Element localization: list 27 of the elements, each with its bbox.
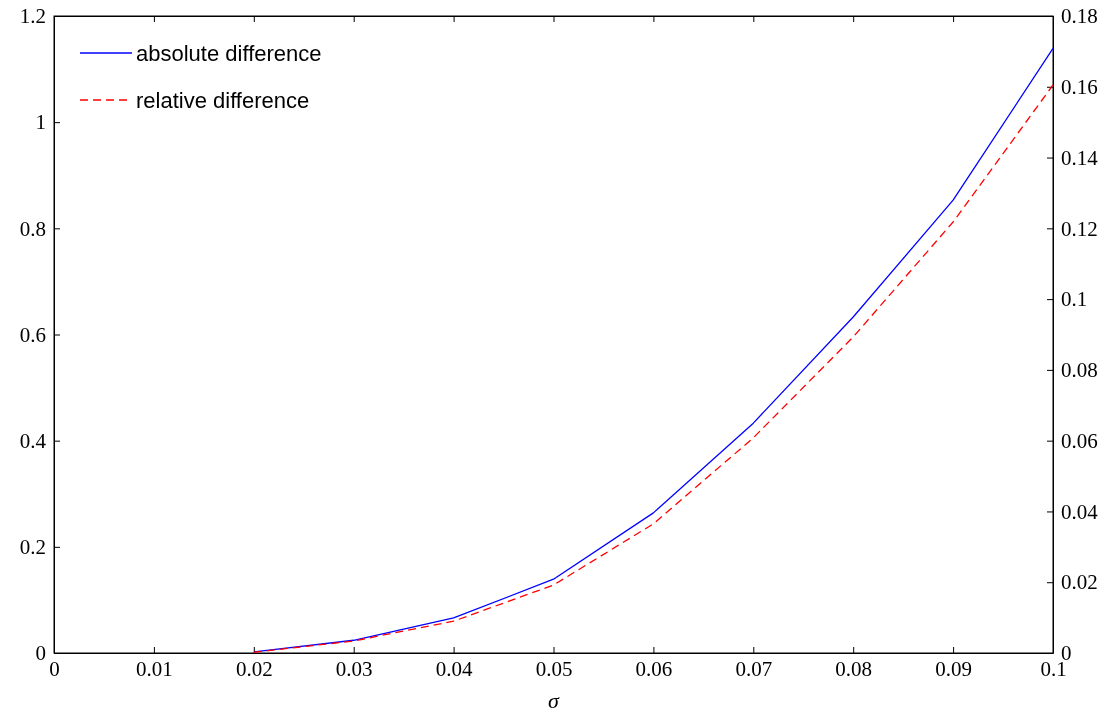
legend-label: relative difference <box>136 88 310 113</box>
x-tick-label: 0.07 <box>735 656 773 681</box>
y2-tick-label: 0.06 <box>1061 428 1098 453</box>
y2-tick-label: 0.02 <box>1061 570 1098 595</box>
x-tick-label: 0.02 <box>235 656 273 681</box>
y2-tick-label: 0.1 <box>1061 287 1088 312</box>
y-tick-label: 0.6 <box>19 322 46 347</box>
y-tick-label: 1 <box>35 110 46 135</box>
y2-tick-label: 0.12 <box>1061 216 1098 241</box>
legend-label: absolute difference <box>136 41 322 66</box>
x-tick-label: 0.04 <box>435 656 473 681</box>
y-tick-label: 0.8 <box>19 216 46 241</box>
x-tick-label: 0.08 <box>835 656 873 681</box>
x-tick-label: 0.09 <box>935 656 972 681</box>
y2-tick-label: 0.14 <box>1061 145 1099 170</box>
x-tick-label: 0.05 <box>535 656 573 681</box>
y-tick-label: 0.2 <box>19 535 46 560</box>
x-tick-label: 0.06 <box>635 656 673 681</box>
x-axis-title: σ <box>548 688 561 713</box>
y2-tick-label: 0.04 <box>1061 499 1099 524</box>
x-tick-label: 0.03 <box>335 656 373 681</box>
y2-tick-label: 0.16 <box>1061 75 1098 99</box>
y2-tick-label: 0.08 <box>1061 358 1098 383</box>
y-tick-label: 1.2 <box>19 4 46 29</box>
y2-tick-label: 0.18 <box>1061 4 1098 29</box>
y-tick-label: 0.4 <box>19 428 47 453</box>
x-tick-label: 0.01 <box>136 656 173 681</box>
